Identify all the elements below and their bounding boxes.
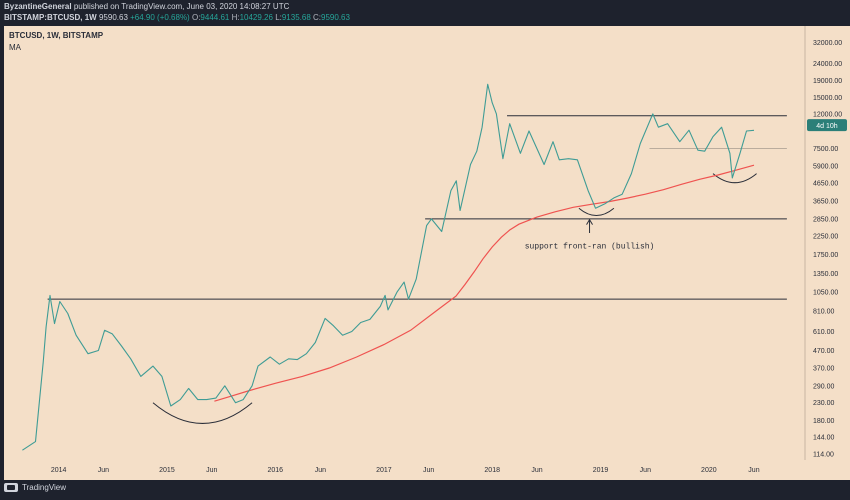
tradingview-brand: TradingView [22, 483, 67, 492]
chart-legend-indicator[interactable]: MA [9, 43, 21, 52]
published-text: published on TradingView.com, June 03, 2… [73, 2, 290, 11]
low-label: L: [275, 13, 282, 22]
price-tick-label: 470.00 [813, 348, 835, 355]
open-label: O: [191, 13, 201, 22]
price-axis[interactable] [805, 26, 850, 460]
time-axis[interactable] [4, 460, 850, 480]
low-value: 9135.68 [281, 13, 311, 22]
high-value: 10429.26 [239, 13, 273, 22]
close-value: 9590.63 [321, 13, 350, 22]
arc-0 [152, 402, 253, 424]
annotation-group: support front-ran (bullish) [525, 218, 655, 252]
price-tick-label: 19000.00 [813, 78, 842, 85]
last-price: 9590.63 [98, 13, 128, 22]
price-tick-label: 610.00 [813, 329, 835, 336]
time-tick-label: Jun [748, 467, 759, 474]
price-tick-label: 230.00 [813, 400, 835, 407]
price-tick-label: 7500.00 [813, 146, 838, 153]
price-tick-label: 180.00 [813, 418, 835, 425]
time-tick-label: 2017 [376, 467, 392, 474]
price-tick-label: 32000.00 [813, 40, 842, 47]
price-tick-label: 144.00 [813, 434, 835, 441]
high-label: H: [231, 13, 240, 22]
price-axis-labels: 114.00 144.00 180.00 230.00 290.00 370.00 470.… [813, 40, 842, 459]
price-tick-label: 290.00 [813, 383, 835, 390]
price-tick-label: 15000.00 [813, 95, 842, 102]
time-axis-labels: 2014 Jun 2015 Jun 2016 Jun 2017 Jun 2018 Jun 2019 J… [51, 467, 760, 474]
price-tick-label: 2850.00 [813, 216, 838, 223]
publish-info: ByzantineGeneral published on TradingVie… [4, 2, 289, 11]
last-price-tag-box [807, 119, 847, 132]
time-tick-label: 2019 [593, 467, 609, 474]
price-line [22, 83, 755, 451]
time-tick-label: Jun [531, 467, 542, 474]
plot-area[interactable] [4, 26, 805, 460]
ma-line [214, 164, 755, 402]
time-tick-label: 2020 [701, 467, 717, 474]
close-label: C: [313, 13, 322, 22]
tradingview-logo[interactable]: TradingView [4, 483, 66, 492]
time-tick-label: 2015 [159, 467, 175, 474]
price-tick-label: 5900.00 [813, 163, 838, 170]
chart-header: ByzantineGeneral published on TradingVie… [0, 0, 850, 26]
chart-legend-title[interactable]: BTCUSD, 1W, BITSTAMP [9, 31, 104, 40]
price-tick-label: 1050.00 [813, 289, 838, 296]
price-tick-label: 24000.00 [813, 61, 842, 68]
arc-2 [712, 173, 757, 184]
horizontal-levels [47, 115, 787, 300]
annotation-text: support front-ran (bullish) [525, 243, 655, 252]
last-price-tag-label: 4d 10h [816, 123, 838, 130]
time-tick-label: Jun [315, 467, 326, 474]
time-tick-label: Jun [640, 467, 651, 474]
last-price-tag: 4d 10h [807, 119, 847, 132]
ohlc-line: BITSTAMP:BTCUSD, 1W 9590.63 +64.90 (+0.6… [4, 13, 350, 22]
author-name[interactable]: ByzantineGeneral [4, 2, 72, 11]
price-tick-label: 4650.00 [813, 181, 838, 188]
price-tick-label: 12000.00 [813, 111, 842, 118]
price-tick-label: 370.00 [813, 366, 835, 373]
price-tick-label: 1750.00 [813, 252, 838, 259]
time-tick-label: Jun [423, 467, 434, 474]
price-tick-label: 2250.00 [813, 234, 838, 241]
time-tick-label: Jun [98, 467, 109, 474]
annotation-arrowhead [586, 218, 593, 225]
time-tick-label: 2014 [51, 467, 67, 474]
arc-1 [578, 207, 615, 216]
time-tick-label: Jun [206, 467, 217, 474]
price-tick-label: 1350.00 [813, 271, 838, 278]
time-tick-label: 2018 [484, 467, 500, 474]
price-tick-label: 3650.00 [813, 198, 838, 205]
pattern-arcs [152, 173, 757, 424]
symbol-label[interactable]: BITSTAMP:BTCUSD, 1W [4, 13, 97, 22]
price-tick-label: 810.00 [813, 308, 835, 315]
open-value: 9444.61 [200, 13, 230, 22]
price-change: +64.90 (+0.68%) [130, 13, 190, 22]
tradingview-icon [4, 483, 18, 492]
price-tick-label: 114.00 [813, 451, 834, 458]
time-tick-label: 2016 [267, 467, 283, 474]
